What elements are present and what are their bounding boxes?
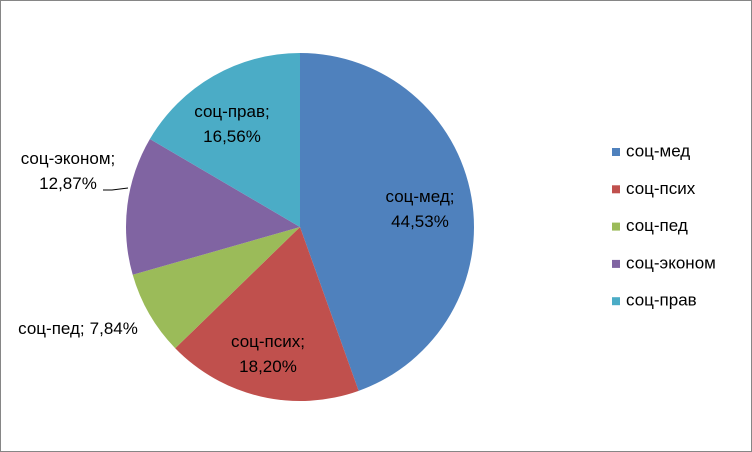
pie-slice [300, 53, 474, 391]
legend-label: соц-мед [626, 141, 690, 160]
data-label: соц-эконом; 12,87% [21, 149, 116, 193]
data-label-separator: ; [111, 149, 116, 168]
legend-swatch [612, 148, 620, 156]
data-label-category: соц-мед [386, 187, 450, 206]
data-label-separator: ; [450, 187, 455, 206]
data-label-category: соц-эконом [21, 149, 111, 168]
data-label: соц-прав; 16,56% [194, 102, 269, 146]
data-label: соц-мед; 44,53% [386, 187, 455, 231]
legend-label: соц-псих [626, 179, 696, 198]
legend-swatch [612, 297, 620, 306]
data-label-category: соц-прав [194, 102, 265, 121]
data-label-value: 7,84% [90, 319, 138, 338]
data-label-category: соц-пед [18, 319, 80, 338]
data-label: соц-псих; 18,20% [231, 332, 305, 376]
data-label-separator: ; [265, 102, 270, 121]
data-label-separator: ; [300, 332, 305, 351]
pie-slice [132, 227, 300, 349]
legend-swatch [612, 185, 620, 194]
pie-slice [126, 138, 301, 275]
data-label-value: 16,56% [203, 127, 261, 146]
legend-swatch [612, 222, 620, 231]
legend-label: соц-эконом [626, 253, 716, 272]
pie-slice [175, 227, 359, 401]
data-label-category: соц-псих [231, 332, 301, 351]
data-label: соц-пед; 7,84% [18, 319, 138, 338]
data-label-value: 12,87% [39, 174, 97, 193]
data-label-value: 18,20% [239, 357, 297, 376]
leader-line [103, 187, 129, 191]
legend-swatch [612, 259, 620, 268]
legend-label: соц-прав [626, 291, 697, 310]
legend-label: соц-пед [626, 216, 688, 235]
data-label-separator: ; [80, 319, 85, 338]
pie-slice [149, 52, 300, 227]
data-label-value: 44,53% [391, 212, 449, 231]
